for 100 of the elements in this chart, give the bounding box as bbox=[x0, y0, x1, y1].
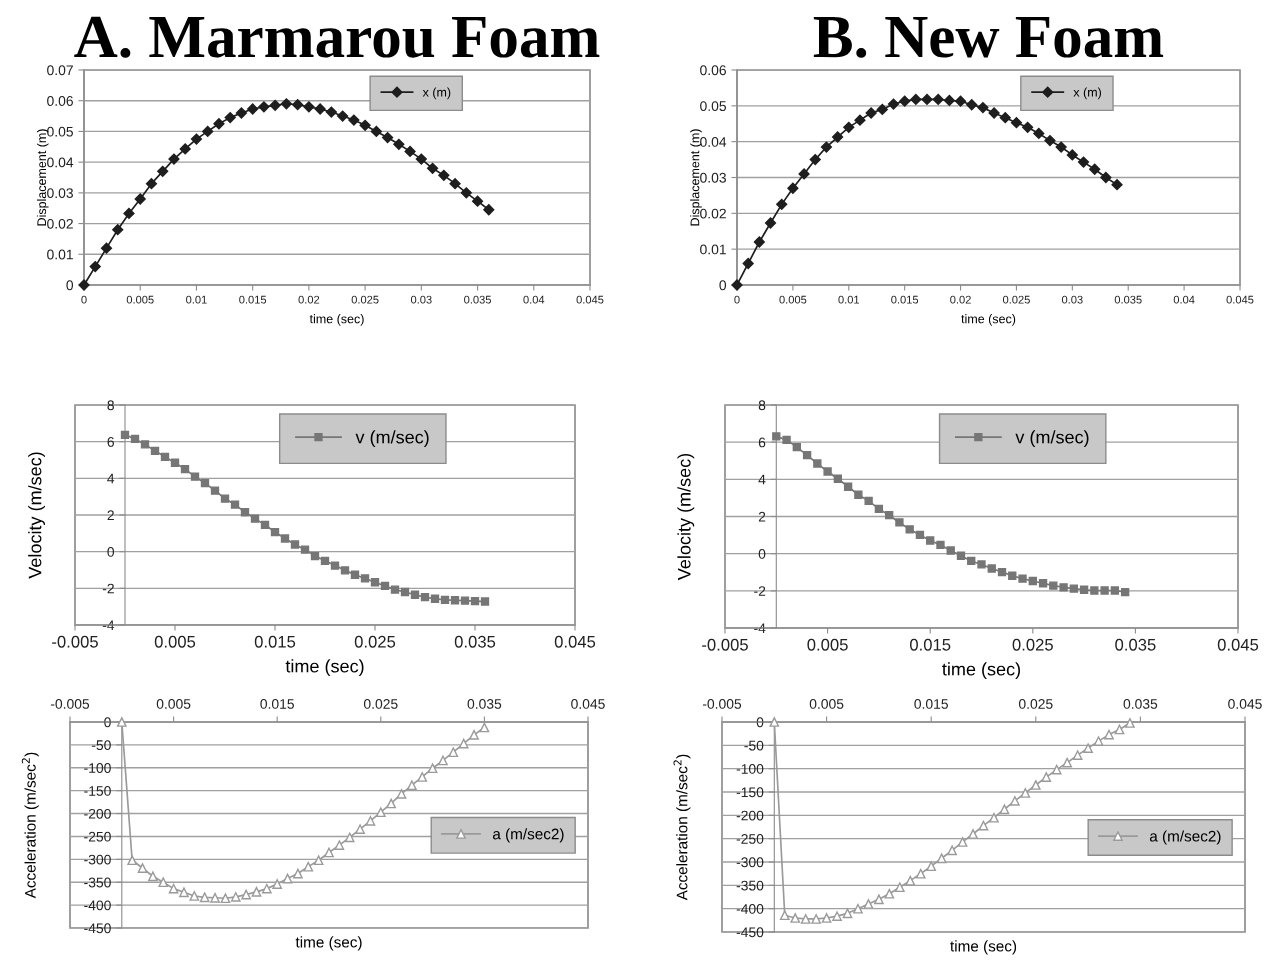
x-tick-label: 0.035 bbox=[454, 635, 496, 648]
x-tick-label: 0.025 bbox=[1018, 699, 1053, 709]
y-tick-label: -400 bbox=[736, 904, 764, 914]
point bbox=[1055, 141, 1067, 153]
point bbox=[140, 440, 150, 449]
point bbox=[1038, 579, 1048, 588]
point bbox=[180, 464, 190, 474]
y-tick-label: -2 bbox=[102, 583, 114, 594]
y-tick-label: 0.04 bbox=[47, 157, 74, 168]
y-tick-label: -200 bbox=[84, 808, 111, 819]
point bbox=[874, 894, 884, 905]
point bbox=[112, 224, 124, 236]
point bbox=[853, 903, 863, 914]
point bbox=[967, 556, 976, 566]
point bbox=[269, 99, 281, 111]
point bbox=[325, 106, 337, 118]
y-tick-label: 0 bbox=[107, 547, 115, 557]
x-tick-label: 0.045 bbox=[554, 635, 596, 648]
point bbox=[438, 169, 450, 181]
y-tick-label: 0.06 bbox=[700, 65, 726, 76]
point bbox=[438, 755, 448, 766]
point bbox=[241, 889, 251, 900]
point bbox=[240, 508, 250, 517]
point bbox=[483, 204, 495, 216]
point bbox=[790, 913, 801, 923]
x-tick-label: 0.02 bbox=[298, 295, 320, 304]
point bbox=[404, 145, 416, 157]
point bbox=[230, 500, 240, 509]
legend-label: a (m/sec2) bbox=[492, 828, 564, 843]
point bbox=[894, 882, 905, 893]
point bbox=[145, 178, 158, 190]
point bbox=[932, 93, 944, 105]
y-tick-label: 0.05 bbox=[700, 101, 726, 111]
point bbox=[831, 131, 844, 143]
point bbox=[1111, 179, 1123, 191]
point bbox=[230, 892, 241, 902]
point bbox=[1020, 788, 1031, 798]
point bbox=[842, 908, 853, 919]
y-tick-label: 0.01 bbox=[47, 249, 73, 260]
y-tick-label: -250 bbox=[84, 831, 111, 842]
point bbox=[1041, 772, 1052, 782]
y-tick-label: -350 bbox=[736, 880, 764, 891]
y-axis-title: Acceleration (m/sec$^{2}$) bbox=[21, 752, 39, 899]
legend-label: v (m/sec) bbox=[1015, 430, 1089, 448]
point bbox=[359, 119, 371, 131]
point bbox=[337, 110, 349, 122]
point bbox=[179, 143, 191, 155]
point bbox=[120, 430, 130, 440]
point bbox=[407, 780, 417, 791]
x-axis-title: time (sec) bbox=[295, 936, 362, 951]
point bbox=[179, 887, 189, 898]
point bbox=[460, 596, 470, 605]
y-tick-label: 0.01 bbox=[700, 244, 726, 255]
point bbox=[375, 807, 386, 818]
point bbox=[393, 138, 405, 150]
point bbox=[330, 561, 340, 570]
point bbox=[340, 566, 350, 575]
point bbox=[213, 118, 225, 130]
x-tick-label: 0.005 bbox=[807, 638, 848, 651]
point bbox=[800, 914, 811, 924]
y-tick-label: -150 bbox=[736, 787, 764, 798]
point bbox=[360, 574, 370, 583]
point bbox=[833, 474, 843, 483]
point bbox=[764, 217, 777, 229]
point bbox=[811, 914, 822, 924]
point bbox=[895, 518, 904, 527]
x-axis-title: time (sec) bbox=[942, 662, 1021, 680]
point bbox=[168, 883, 179, 894]
point bbox=[1062, 757, 1073, 768]
y-tick-label: -100 bbox=[84, 763, 111, 773]
point bbox=[887, 98, 900, 110]
point bbox=[448, 747, 459, 758]
x-tick-label: 0.005 bbox=[156, 699, 191, 709]
x-tick-label: 0.015 bbox=[254, 635, 296, 648]
point bbox=[787, 182, 799, 194]
x-tick-label: 0.045 bbox=[571, 699, 605, 709]
point bbox=[202, 125, 214, 138]
point bbox=[1083, 743, 1093, 753]
point bbox=[823, 467, 832, 476]
point bbox=[854, 490, 863, 499]
y-tick-label: -2 bbox=[754, 586, 766, 596]
x-axis-title: time (sec) bbox=[950, 940, 1017, 955]
point bbox=[224, 112, 236, 124]
point bbox=[1049, 581, 1058, 590]
point bbox=[220, 893, 231, 904]
point bbox=[300, 545, 310, 554]
point bbox=[355, 824, 365, 834]
point bbox=[772, 432, 781, 441]
x-tick-label: 0.005 bbox=[126, 295, 154, 304]
x-tick-label: -0.005 bbox=[702, 638, 748, 651]
x-tick-label: 0.005 bbox=[809, 699, 844, 709]
point bbox=[380, 581, 390, 591]
point bbox=[200, 478, 210, 488]
point bbox=[381, 131, 394, 144]
point bbox=[344, 832, 355, 843]
point bbox=[874, 504, 884, 514]
x-tick-label: 0.035 bbox=[1123, 699, 1158, 709]
legend-label: x (m) bbox=[1073, 87, 1102, 100]
point bbox=[220, 494, 230, 503]
point bbox=[832, 911, 842, 921]
